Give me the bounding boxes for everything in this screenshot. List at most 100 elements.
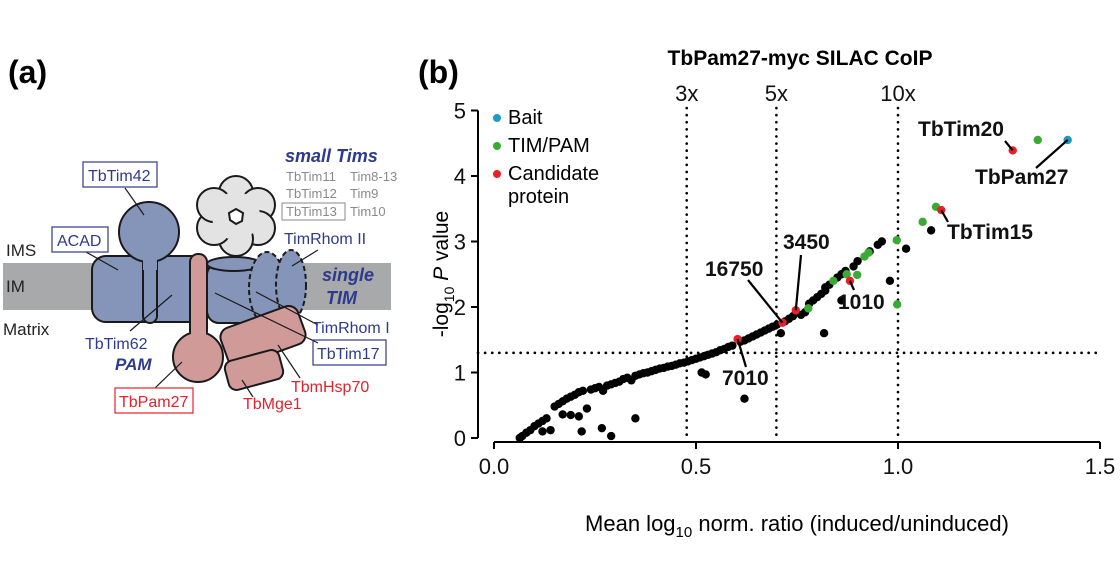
tbtim42-label: TbTim42 xyxy=(88,168,151,185)
tbmge1-shape xyxy=(223,349,285,391)
other-point xyxy=(542,414,551,423)
tbtim42-box xyxy=(82,161,158,188)
y-tick-label: 3 xyxy=(454,230,466,255)
pam-label: PAM xyxy=(115,355,152,374)
other-point xyxy=(821,286,830,295)
annotation-label: TbTim15 xyxy=(947,221,1033,244)
data-points xyxy=(515,135,1072,443)
other-point xyxy=(926,226,936,235)
other-point xyxy=(728,341,737,350)
tim-pam-point xyxy=(892,300,902,309)
other-point xyxy=(901,244,911,253)
annotation-leader xyxy=(736,338,748,368)
annotation-label: TbPam27 xyxy=(975,166,1068,189)
small-tims-list: TbTim11 Tim8-13 TbTim12 Tim9 TbTim13 Tim… xyxy=(281,169,397,221)
tbpam27-box xyxy=(114,387,194,414)
other-point xyxy=(574,412,584,421)
legend-label: protein xyxy=(508,186,569,208)
small-tim-yeast-1: Tim8-13 xyxy=(350,169,397,184)
annotation-label: 7010 xyxy=(722,367,769,390)
tbpam27-domain xyxy=(172,331,224,383)
y-tick-label: 0 xyxy=(454,426,466,451)
other-point xyxy=(566,410,575,420)
legend-marker xyxy=(493,170,501,178)
other-point xyxy=(515,433,525,443)
matrix-label: Matrix xyxy=(3,320,50,339)
annotation-label: 1010 xyxy=(838,291,885,314)
x-tick-label: 0.5 xyxy=(681,454,712,479)
other-point xyxy=(776,329,786,338)
fold-change-label: 10x xyxy=(880,81,915,106)
other-point xyxy=(819,329,829,338)
tbmhsp70-label: TbmHsp70 xyxy=(291,379,369,396)
axes: 0 1 2 3 4 5 0.0 0.5 1.0 1.5 xyxy=(454,99,1116,480)
single-tim-label-1: single xyxy=(322,265,374,285)
fold-change-label: 5x xyxy=(765,81,788,106)
tbmge1-label: TbMge1 xyxy=(243,396,302,413)
annotation-leader xyxy=(747,279,784,324)
legend-label: TIM/PAM xyxy=(508,135,590,157)
legend-marker xyxy=(493,114,501,122)
panel-b-chart: (b) TbPam27-myc SILAC CoIP 3x 5x 10x 01234… xyxy=(418,47,1115,541)
other-point xyxy=(597,423,607,433)
other-point xyxy=(606,431,616,441)
other-point xyxy=(546,425,555,435)
reference-lines: 3x 5x 10x xyxy=(476,81,1102,440)
other-point xyxy=(582,404,592,413)
panel-b-label: (b) xyxy=(418,54,459,90)
annotation-leader xyxy=(848,280,856,291)
other-point xyxy=(877,237,887,246)
tbtim62-label: TbTim62 xyxy=(85,336,148,353)
ims-label: IMS xyxy=(6,241,36,260)
other-point xyxy=(558,410,567,419)
fold-change-label: 3x xyxy=(675,81,698,106)
annotation-label: 3450 xyxy=(783,231,830,254)
x-axis-label: Mean log10 norm. ratio (induced/uninduce… xyxy=(585,511,1009,541)
other-point xyxy=(538,427,547,436)
chart-title: TbPam27-myc SILAC CoIP xyxy=(668,47,933,70)
legend-label: Candidate xyxy=(508,163,599,185)
acad-box xyxy=(51,226,109,253)
annotation-leader xyxy=(794,254,803,311)
tbtim17-box xyxy=(312,339,387,366)
small-tims-hexamer xyxy=(196,175,276,257)
y-tick-label: 5 xyxy=(454,99,466,124)
annotation-leader xyxy=(1004,140,1014,152)
y-tick-label: 2 xyxy=(454,295,466,320)
tim-pam-point xyxy=(852,270,862,280)
legend-label: Bait xyxy=(508,107,543,129)
im-label: IM xyxy=(6,277,25,296)
candidate-protein-point xyxy=(733,334,742,344)
other-point xyxy=(577,427,586,436)
panel-a-diagram: (a) IMS IM Matrix xyxy=(3,54,397,414)
small-tim-yeast-3: Tim10 xyxy=(350,204,386,219)
panel-a-label: (a) xyxy=(8,54,47,90)
legend-marker xyxy=(493,142,501,150)
small-tim-tb-1: TbTim11 xyxy=(286,169,336,184)
tim-pam-point xyxy=(829,276,838,285)
tim-pam-point xyxy=(892,235,901,245)
other-point xyxy=(578,386,588,396)
single-tim-label-2: TIM xyxy=(326,288,358,308)
other-point xyxy=(837,296,846,305)
annotation-label: 16750 xyxy=(705,258,763,281)
y-tick-label: 4 xyxy=(454,164,466,189)
tim-pam-point xyxy=(918,217,927,227)
other-point xyxy=(853,256,862,266)
other-point xyxy=(740,394,749,403)
small-tim-tb-3: TbTim13 xyxy=(286,204,337,219)
y-axis-label: -log10 P value xyxy=(430,211,457,338)
acad-label: ACAD xyxy=(57,233,101,250)
x-tick-label: 1.5 xyxy=(1085,454,1116,479)
annotation-leader xyxy=(1035,139,1069,169)
annotations: TbTim20 TbPam27 TbTim15 3450 16750 1010 7010 xyxy=(705,118,1069,390)
annotation-leader xyxy=(940,209,949,223)
tim-pam-point xyxy=(842,270,851,279)
other-point xyxy=(885,276,895,285)
annotation-label: TbTim20 xyxy=(918,118,1004,141)
other-point xyxy=(631,414,640,423)
tim-pam-point xyxy=(1033,135,1042,145)
tim-pam-point xyxy=(804,304,813,313)
other-point xyxy=(701,370,710,379)
